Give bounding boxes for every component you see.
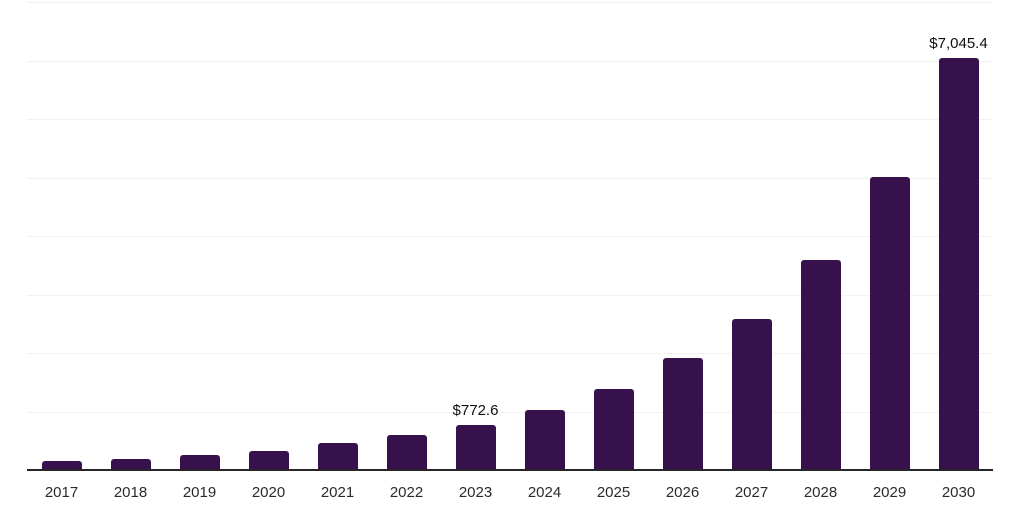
bar-2018 [110, 459, 151, 470]
x-tick-2023: 2023 [458, 484, 493, 501]
x-tick-2021: 2021 [320, 484, 355, 501]
gridline-3000 [27, 294, 993, 296]
gridline-6000 [27, 119, 993, 120]
gridline-1000 [27, 411, 993, 413]
x-tick-2025: 2025 [596, 484, 631, 501]
gridline-7000 [27, 60, 993, 62]
bar-2026 [662, 358, 703, 470]
data-label-2030: $7,045.4 [929, 34, 988, 52]
x-tick-2018: 2018 [113, 484, 148, 501]
x-tick-2020: 2020 [251, 484, 286, 501]
bar-2025 [593, 388, 634, 470]
bar-2027 [731, 318, 772, 470]
bar-2021 [317, 443, 358, 470]
bar-2028 [800, 259, 841, 470]
x-tick-2026: 2026 [665, 484, 700, 501]
bar-2029 [869, 176, 910, 470]
x-tick-2030: 2030 [941, 484, 976, 501]
bar-2017 [41, 460, 82, 470]
gridline-4000 [27, 236, 993, 237]
bar-2024 [524, 409, 565, 470]
bar-2022 [386, 434, 427, 470]
x-tick-2024: 2024 [527, 484, 562, 501]
bar-2023 [455, 424, 496, 470]
x-tick-2017: 2017 [44, 484, 79, 501]
gridline-8000 [27, 2, 993, 3]
data-label-2023: $772.6 [452, 401, 499, 419]
gridline-2000 [27, 353, 993, 354]
x-tick-2027: 2027 [734, 484, 769, 501]
x-tick-2028: 2028 [803, 484, 838, 501]
x-tick-2019: 2019 [182, 484, 217, 501]
x-tick-2029: 2029 [872, 484, 907, 501]
x-axis-line [27, 469, 993, 471]
bar-2020 [248, 451, 289, 470]
gridline-5000 [27, 177, 993, 179]
bar-2019 [179, 455, 220, 470]
x-tick-2022: 2022 [389, 484, 424, 501]
bar-2030 [938, 57, 979, 470]
